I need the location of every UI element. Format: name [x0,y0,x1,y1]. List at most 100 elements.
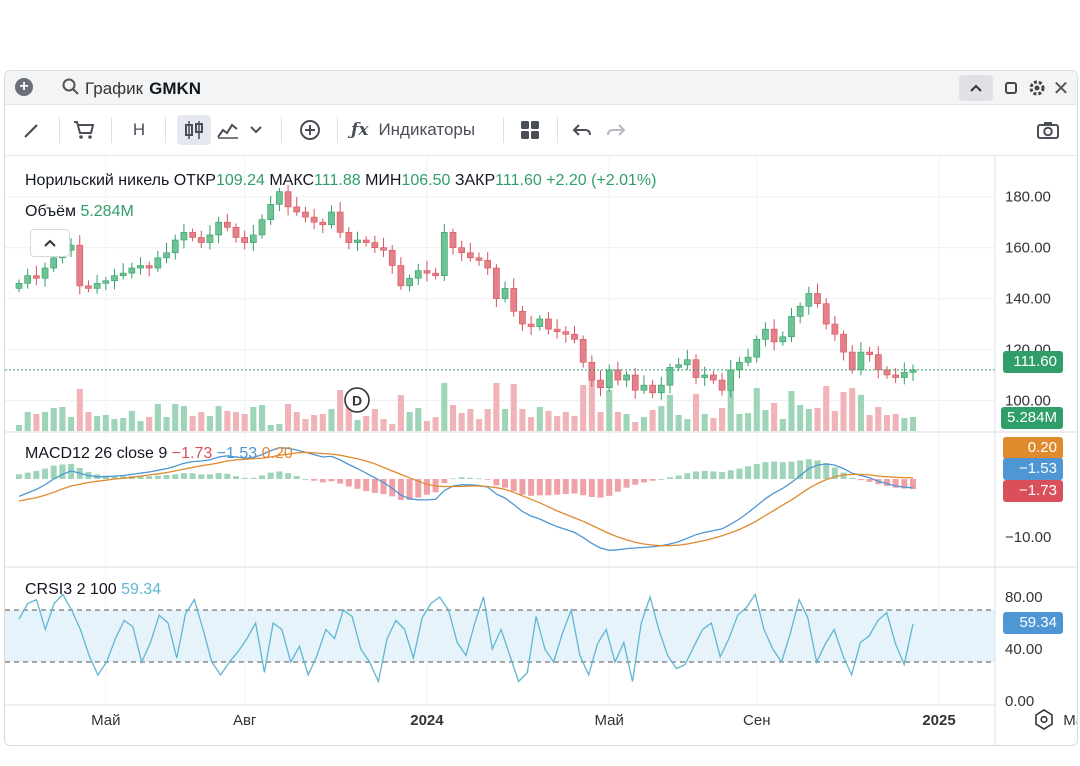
candle[interactable] [579,335,587,368]
candle[interactable] [345,227,353,250]
area-chart-icon[interactable] [213,115,243,145]
candle[interactable] [857,342,865,376]
candle[interactable] [631,368,639,399]
candle[interactable] [432,267,439,280]
candle[interactable] [527,315,535,336]
candle[interactable] [831,315,839,342]
collapse-button[interactable] [959,75,993,101]
candle[interactable] [692,354,700,385]
candle[interactable] [484,251,492,275]
candles-icon[interactable] [177,115,211,145]
candle[interactable] [154,250,162,272]
candle[interactable] [362,236,370,247]
candle[interactable] [900,362,908,385]
candle[interactable] [675,357,682,372]
candle[interactable] [284,184,292,216]
legend-collapse-button[interactable] [30,229,70,257]
candle[interactable] [85,280,92,293]
candle[interactable] [458,240,465,262]
candle[interactable] [293,196,301,216]
candle[interactable] [111,268,118,290]
candle[interactable] [597,370,604,397]
candle[interactable] [137,257,144,275]
candle[interactable] [545,312,552,335]
close-icon[interactable]: ✕ [1052,77,1070,100]
search-icon[interactable] [61,77,81,97]
candle[interactable] [710,371,717,384]
candle[interactable] [241,230,249,250]
interval-button[interactable]: Н [132,120,146,139]
candle[interactable] [388,244,396,274]
candle[interactable] [276,187,283,212]
candle[interactable] [848,345,856,374]
redo-icon[interactable] [601,115,631,145]
candle[interactable] [779,331,787,346]
candle[interactable] [414,263,422,286]
candle[interactable] [493,264,500,307]
candle[interactable] [883,366,891,379]
cart-icon[interactable] [69,115,99,145]
candle[interactable] [822,298,830,330]
candle[interactable] [197,230,205,248]
add-chart-icon[interactable]: + [15,78,33,96]
candle[interactable] [145,261,153,277]
dividend-marker[interactable]: D [344,387,370,413]
candle[interactable] [796,302,804,324]
undo-icon[interactable] [567,115,597,145]
candle[interactable] [171,234,179,260]
candle[interactable] [215,216,222,244]
candle[interactable] [336,202,344,238]
candle[interactable] [553,319,561,339]
candle[interactable] [562,326,570,343]
settings-button[interactable] [1027,75,1047,101]
candle[interactable] [605,364,613,392]
candle[interactable] [683,349,691,371]
candle[interactable] [467,242,474,262]
candle[interactable] [666,363,674,394]
candle[interactable] [840,330,847,361]
candle[interactable] [874,346,882,379]
candle[interactable] [24,268,32,289]
candle[interactable] [657,376,665,400]
candle[interactable] [258,214,266,239]
candle[interactable] [267,195,275,226]
pencil-icon[interactable] [17,115,47,145]
indicators-button[interactable]: ƒx Индикаторы [351,115,491,145]
candle[interactable] [423,260,431,282]
candle[interactable] [15,279,23,293]
candle[interactable] [536,315,544,331]
candle[interactable] [232,223,240,243]
camera-icon[interactable] [1033,115,1063,145]
candle[interactable] [614,361,622,386]
candle[interactable] [475,252,483,266]
candle[interactable] [406,274,413,292]
candle[interactable] [302,206,309,223]
candle[interactable] [206,225,214,250]
candle[interactable] [718,373,726,396]
candle[interactable] [119,263,127,280]
candle[interactable] [163,242,170,264]
candle[interactable] [623,371,630,387]
candle[interactable] [701,366,709,386]
candle[interactable] [501,281,509,303]
candle[interactable] [440,223,448,282]
candle[interactable] [397,257,405,290]
candle[interactable] [380,237,387,258]
candle[interactable] [180,223,188,249]
candle[interactable] [33,265,40,286]
candle[interactable] [310,208,318,230]
time-axis-settings-icon[interactable] [1035,709,1053,730]
candle[interactable] [510,278,518,317]
candle[interactable] [102,276,110,291]
candle[interactable] [223,213,231,232]
candle[interactable] [328,205,335,229]
chevron-down-icon[interactable] [245,115,267,145]
chart-area[interactable]: 180.00160.00140.00120.00100.00−10.0080.0… [5,156,1077,745]
candle[interactable] [354,231,361,251]
candle[interactable] [571,325,578,344]
price-chart[interactable]: 180.00160.00140.00120.00100.00−10.0080.0… [5,156,1077,745]
candle[interactable] [519,305,526,331]
candle[interactable] [640,375,648,395]
candle[interactable] [814,283,821,308]
candle[interactable] [762,322,769,347]
